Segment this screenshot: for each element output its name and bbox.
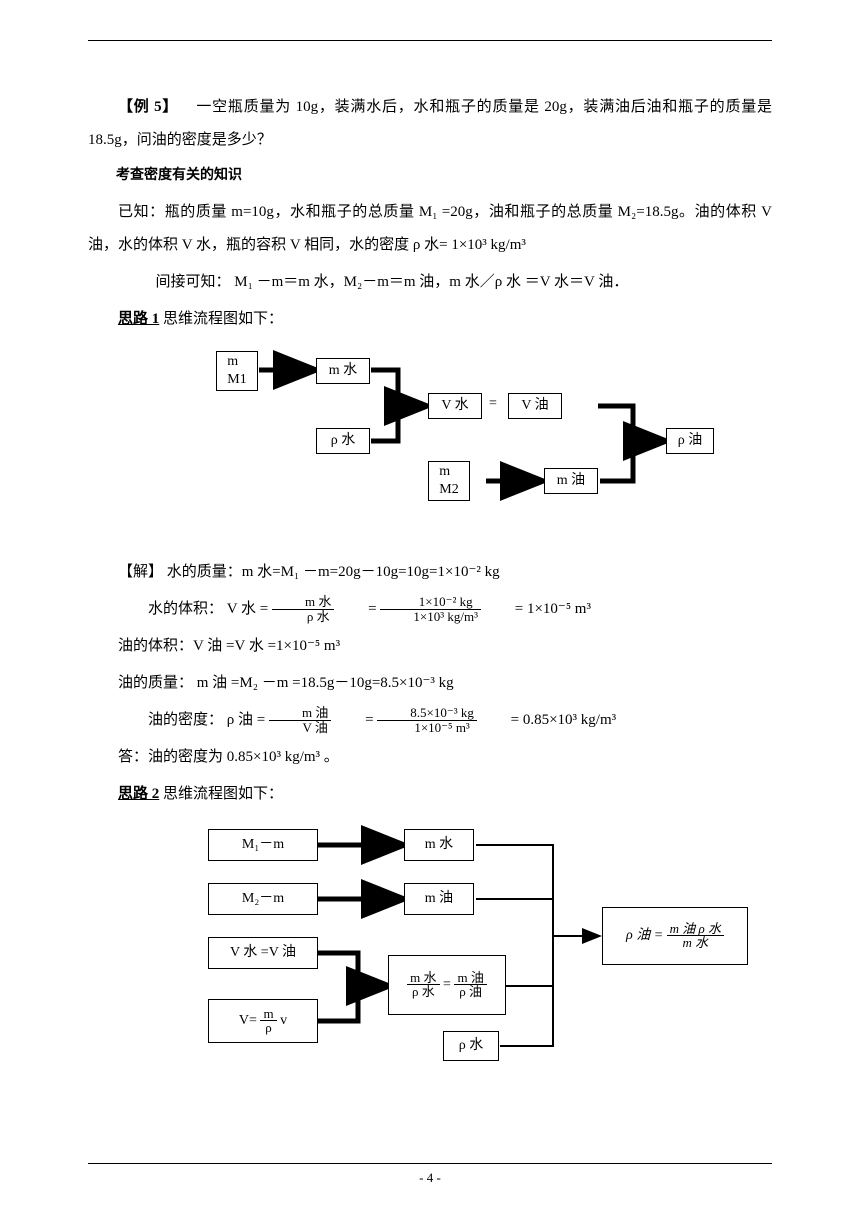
- f2-r4: ρ 水: [443, 1031, 499, 1061]
- f1-rhowater: ρ 水: [316, 428, 370, 454]
- sol2: 水的体积： V 水 = m 水ρ 水 = 1×10⁻² kg1×10³ kg/m…: [88, 593, 772, 626]
- f2-r2: m 油: [404, 883, 474, 915]
- f2-b2: M₂－m: [208, 883, 318, 915]
- route2-text: 思维流程图如下：: [163, 786, 283, 802]
- f1-mwater: m 水: [316, 358, 370, 384]
- f1-rhooil: ρ 油: [666, 428, 714, 454]
- topic: 考查密度有关的知识: [88, 161, 772, 192]
- route2-label: 思路 2: [118, 786, 159, 802]
- route2: 思路 2 思维流程图如下：: [88, 778, 772, 811]
- problem: 【例 5】 一空瓶质量为 10g，装满水后，水和瓶子的质量是 20g，装满油后油…: [88, 91, 772, 157]
- flowchart-2: M₁－m M₂－m V 水 =V 油 V= mρ v m 水 m 油 m 水ρ …: [88, 821, 772, 1081]
- f1-eq: =: [489, 396, 497, 412]
- f1-Vwater: V 水: [428, 393, 482, 419]
- f2-r1: m 水: [404, 829, 474, 861]
- sol-label: 【解】: [118, 564, 163, 580]
- f2-b4: V= mρ v: [208, 999, 318, 1043]
- route1-text: 思维流程图如下：: [163, 311, 283, 327]
- f2-result: ρ 油 = m 油 ρ 水m 水: [602, 907, 748, 965]
- f1-m-M2: m M2: [428, 461, 470, 501]
- f2-b3: V 水 =V 油: [208, 937, 318, 969]
- flowchart-1: m M1 m 水 ρ 水 V 水 = V 油 m M2 m 油 ρ 油: [88, 346, 772, 536]
- f1-m-M1: m M1: [216, 351, 258, 391]
- top-rule: [88, 40, 772, 41]
- route1: 思路 1 思维流程图如下：: [88, 303, 772, 336]
- sol3: 油的体积：V 油 =V 水 =1×10⁻⁵ m³: [88, 630, 772, 663]
- f2-r3: m 水ρ 水 = m 油ρ 油: [388, 955, 506, 1015]
- route1-label: 思路 1: [118, 311, 159, 327]
- page-number: - 4 -: [88, 1170, 772, 1186]
- f2-b1: M₁－m: [208, 829, 318, 861]
- indirect: 间接可知： M₁ －m＝m 水，M₂－m＝m 油，m 水／ρ 水 ＝V 水＝V …: [88, 266, 772, 299]
- sol1: 【解】 水的质量：m 水=M₁ －m=20g－10g=10g=1×10⁻² kg: [88, 556, 772, 589]
- sol1-text: 水的质量：m 水=M₁ －m=20g－10g=10g=1×10⁻² kg: [167, 564, 500, 580]
- sol4: 油的质量： m 油 =M₂ －m =18.5g－10g=8.5×10⁻³ kg: [88, 667, 772, 700]
- f1-moil: m 油: [544, 468, 598, 494]
- sol5: 油的密度： ρ 油 = m 油V 油 = 8.5×10⁻³ kg1×10⁻⁵ m…: [88, 704, 772, 737]
- footer: - 4 -: [88, 1163, 772, 1186]
- known: 已知：瓶的质量 m=10g，水和瓶子的总质量 M₁ =20g，油和瓶子的总质量 …: [88, 196, 772, 262]
- f1-Voil: V 油: [508, 393, 562, 419]
- answer: 答：油的密度为 0.85×10³ kg/m³ 。: [88, 741, 772, 774]
- example-label: 【例 5】: [118, 99, 178, 115]
